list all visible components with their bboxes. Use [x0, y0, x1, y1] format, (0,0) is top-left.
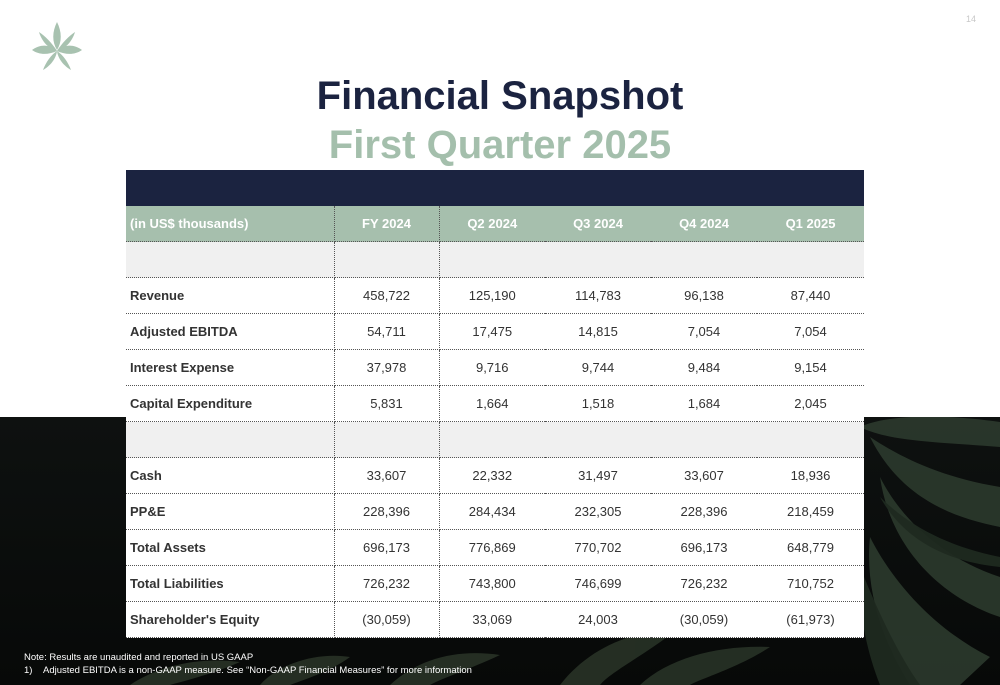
- row-label: Interest Expense: [126, 349, 335, 386]
- table-cell: 726,232: [651, 565, 757, 602]
- table-row: Cash 33,607 22,332 31,497 33,607 18,936: [126, 457, 864, 494]
- table-cell: 14,815: [545, 313, 651, 350]
- table-cell: 24,003: [545, 601, 651, 638]
- row-label: Adjusted EBITDA: [126, 313, 335, 350]
- table-cell: 33,607: [334, 457, 440, 494]
- table-cell: 114,783: [545, 277, 651, 314]
- table-cell: 743,800: [439, 565, 545, 602]
- table-cell: 96,138: [651, 277, 757, 314]
- table-cell: 18,936: [757, 457, 864, 494]
- table-cell: 746,699: [545, 565, 651, 602]
- table-cell: 648,779: [757, 529, 864, 566]
- table-cell: 9,716: [439, 349, 545, 386]
- section-spacer-row: [126, 241, 864, 278]
- table-cell: 33,069: [439, 601, 545, 638]
- table-cell: 232,305: [545, 493, 651, 530]
- header-units-label: (in US$ thousands): [126, 206, 335, 242]
- row-label: Total Liabilities: [126, 565, 335, 602]
- table-cell: 776,869: [439, 529, 545, 566]
- financial-table: (in US$ thousands) FY 2024 Q2 2024 Q3 20…: [126, 170, 864, 638]
- spacer-cell: [126, 241, 335, 278]
- table-cell: 228,396: [651, 493, 757, 530]
- table-row: Adjusted EBITDA 54,711 17,475 14,815 7,0…: [126, 313, 864, 350]
- spacer-cell: [334, 241, 440, 278]
- table-row: Revenue 458,722 125,190 114,783 96,138 8…: [126, 277, 864, 314]
- table-header-row: (in US$ thousands) FY 2024 Q2 2024 Q3 20…: [126, 206, 864, 242]
- table-cell: 54,711: [334, 313, 440, 350]
- header-col-q4-2024: Q4 2024: [651, 206, 757, 242]
- table-row: Shareholder's Equity (30,059) 33,069 24,…: [126, 601, 864, 638]
- table-cell: 218,459: [757, 493, 864, 530]
- table-cell: 710,752: [757, 565, 864, 602]
- table-cell: 5,831: [334, 385, 440, 422]
- spacer-cell: [334, 421, 440, 458]
- table-cell: 696,173: [334, 529, 440, 566]
- table-cell: (30,059): [334, 601, 440, 638]
- page-title: Financial Snapshot: [316, 74, 684, 118]
- table-cell: 31,497: [545, 457, 651, 494]
- header-col-q2-2024: Q2 2024: [439, 206, 545, 242]
- note-line: Note: Results are unaudited and reported…: [24, 652, 254, 663]
- spacer-cell: [439, 421, 864, 458]
- table-cell: 2,045: [757, 385, 864, 422]
- table-row: Interest Expense 37,978 9,716 9,744 9,48…: [126, 349, 864, 386]
- table-top-band: [126, 170, 864, 206]
- table-cell: 33,607: [651, 457, 757, 494]
- table-cell: 37,978: [334, 349, 440, 386]
- spacer-cell: [439, 241, 864, 278]
- table-cell: 17,475: [439, 313, 545, 350]
- table-cell: 284,434: [439, 493, 545, 530]
- table-cell: 458,722: [334, 277, 440, 314]
- table-cell: (30,059): [651, 601, 757, 638]
- table-cell: 1,518: [545, 385, 651, 422]
- table-cell: 7,054: [757, 313, 864, 350]
- header-col-q3-2024: Q3 2024: [545, 206, 651, 242]
- row-label: Capital Expenditure: [126, 385, 335, 422]
- table-cell: 22,332: [439, 457, 545, 494]
- page-subtitle: First Quarter 2025: [328, 123, 672, 167]
- table-cell: 696,173: [651, 529, 757, 566]
- row-label: Cash: [126, 457, 335, 494]
- footnote-number: 1): [24, 665, 33, 676]
- table-cell: 9,744: [545, 349, 651, 386]
- table-cell: 1,684: [651, 385, 757, 422]
- table-row: Capital Expenditure 5,831 1,664 1,518 1,…: [126, 385, 864, 422]
- header-col-q1-2025: Q1 2025: [757, 206, 864, 242]
- footnote-text: Adjusted EBITDA is a non-GAAP measure. S…: [43, 665, 472, 676]
- leaf-logo-icon: [32, 22, 82, 70]
- table-cell: 125,190: [439, 277, 545, 314]
- spacer-cell: [126, 421, 335, 458]
- table-cell: 9,154: [757, 349, 864, 386]
- footnotes: Note: Results are unaudited and reported…: [24, 651, 472, 677]
- row-label: Shareholder's Equity: [126, 601, 335, 638]
- table-cell: 770,702: [545, 529, 651, 566]
- table-cell: 726,232: [334, 565, 440, 602]
- table-cell: 228,396: [334, 493, 440, 530]
- table-row: Total Liabilities 726,232 743,800 746,69…: [126, 565, 864, 602]
- table-cell: 9,484: [651, 349, 757, 386]
- table-cell: 7,054: [651, 313, 757, 350]
- row-label: Total Assets: [126, 529, 335, 566]
- header-col-fy2024: FY 2024: [334, 206, 440, 242]
- table-cell: 87,440: [757, 277, 864, 314]
- row-label: Revenue: [126, 277, 335, 314]
- table-cell: (61,973): [757, 601, 864, 638]
- table-row: PP&E 228,396 284,434 232,305 228,396 218…: [126, 493, 864, 530]
- footnote-line: 1) Adjusted EBITDA is a non-GAAP measure.…: [24, 664, 472, 677]
- page-number: 14: [965, 14, 976, 24]
- section-spacer-row: [126, 421, 864, 458]
- table-cell: 1,664: [439, 385, 545, 422]
- cannabis-leaf-background: [130, 417, 1000, 685]
- row-label: PP&E: [126, 493, 335, 530]
- table-row: Total Assets 696,173 776,869 770,702 696…: [126, 529, 864, 566]
